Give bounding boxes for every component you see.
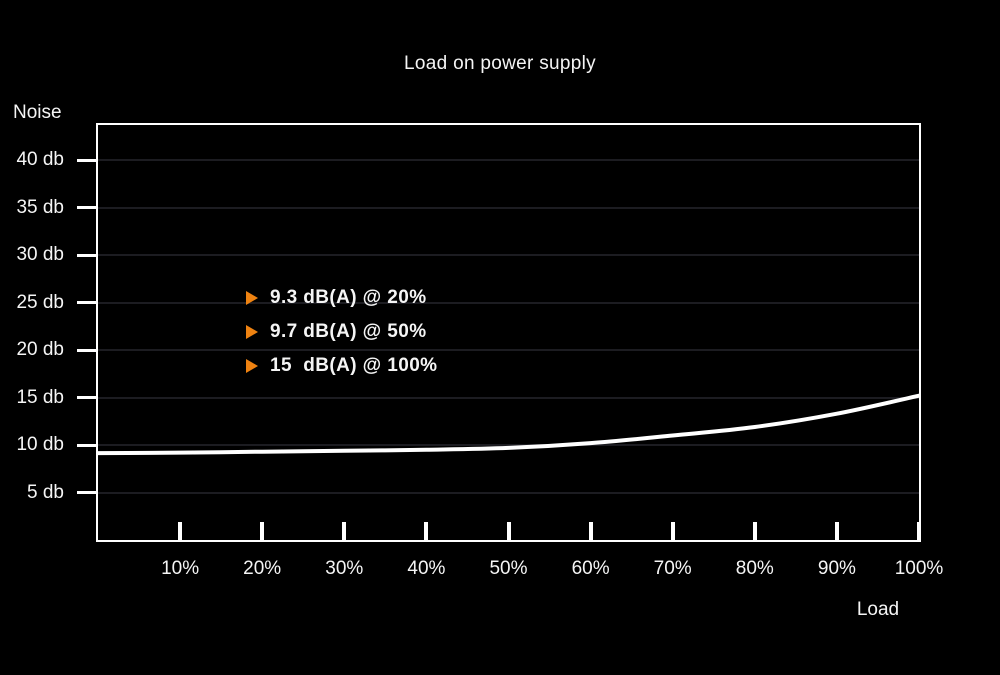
gridline	[98, 206, 919, 209]
y-tick-mark	[77, 253, 97, 257]
x-tick-label: 90%	[817, 558, 856, 579]
x-tick-mark	[342, 522, 347, 540]
gridline	[98, 301, 919, 304]
gridline	[98, 349, 919, 352]
arrow-right-icon	[246, 291, 258, 305]
x-tick-mark	[506, 522, 511, 540]
x-axis-title: Load	[856, 599, 900, 620]
y-tick-label: 20 db	[16, 339, 64, 361]
gridline	[98, 396, 919, 399]
arrow-right-icon	[246, 359, 258, 373]
y-tick-mark	[77, 396, 97, 400]
plot-area: 9.3 dB(A) @ 20% 9.7 dB(A) @ 50% 15 dB(A) @…	[96, 123, 921, 542]
y-tick-mark	[77, 206, 97, 210]
plot-inner	[98, 125, 921, 540]
x-tick-label: 60%	[571, 558, 610, 579]
y-tick-mark	[77, 158, 97, 162]
x-tick-label: 50%	[489, 558, 528, 579]
y-axis-title: Noise	[13, 102, 62, 123]
x-tick-label: 70%	[653, 558, 692, 579]
y-tick-mark	[77, 443, 97, 447]
x-tick-mark	[424, 522, 429, 540]
annotation-row: 9.3 dB(A) @ 20%	[246, 281, 437, 315]
x-tick-label: 30%	[325, 558, 364, 579]
y-tick-mark	[77, 348, 97, 352]
x-tick-mark	[917, 522, 921, 540]
gridline	[98, 444, 919, 446]
y-tick-label: 30 db	[16, 244, 64, 266]
noise-curve	[98, 393, 919, 456]
x-tick-mark	[588, 522, 593, 540]
annotation-label: 9.7 dB(A) @ 50%	[270, 321, 427, 342]
y-tick-mark	[77, 301, 97, 305]
y-tick-label: 5 db	[27, 481, 64, 503]
annotation-row: 15 dB(A) @ 100%	[246, 349, 437, 383]
chart-title: Load on power supply	[404, 53, 596, 74]
x-tick-mark	[834, 522, 839, 540]
y-tick-label: 25 db	[16, 291, 64, 313]
x-tick-label: 40%	[407, 558, 446, 579]
annotation-label: 15 dB(A) @ 100%	[270, 355, 438, 376]
gridline	[98, 159, 919, 162]
y-tick-label: 35 db	[16, 196, 64, 218]
annotation-row: 9.7 dB(A) @ 50%	[246, 315, 437, 349]
x-tick-mark	[260, 522, 265, 540]
annotations-block: 9.3 dB(A) @ 20% 9.7 dB(A) @ 50% 15 dB(A) @…	[246, 281, 437, 383]
y-tick-label: 10 db	[16, 434, 64, 455]
x-tick-mark	[178, 522, 183, 540]
gridline	[98, 254, 919, 257]
annotation-label: 9.3 dB(A) @ 20%	[270, 287, 427, 308]
y-tick-label: 15 db	[16, 386, 64, 408]
noise-curve-path	[98, 393, 919, 456]
x-tick-label: 80%	[735, 558, 774, 579]
gridline	[98, 491, 919, 494]
x-tick-mark	[752, 522, 757, 540]
x-tick-label: 100%	[894, 558, 944, 579]
y-tick-mark	[77, 491, 97, 494]
y-tick-label: 40 db	[16, 149, 64, 171]
x-tick-mark	[670, 522, 675, 540]
x-tick-label: 10%	[161, 558, 200, 579]
arrow-right-icon	[246, 325, 258, 339]
x-tick-label: 20%	[243, 558, 282, 579]
